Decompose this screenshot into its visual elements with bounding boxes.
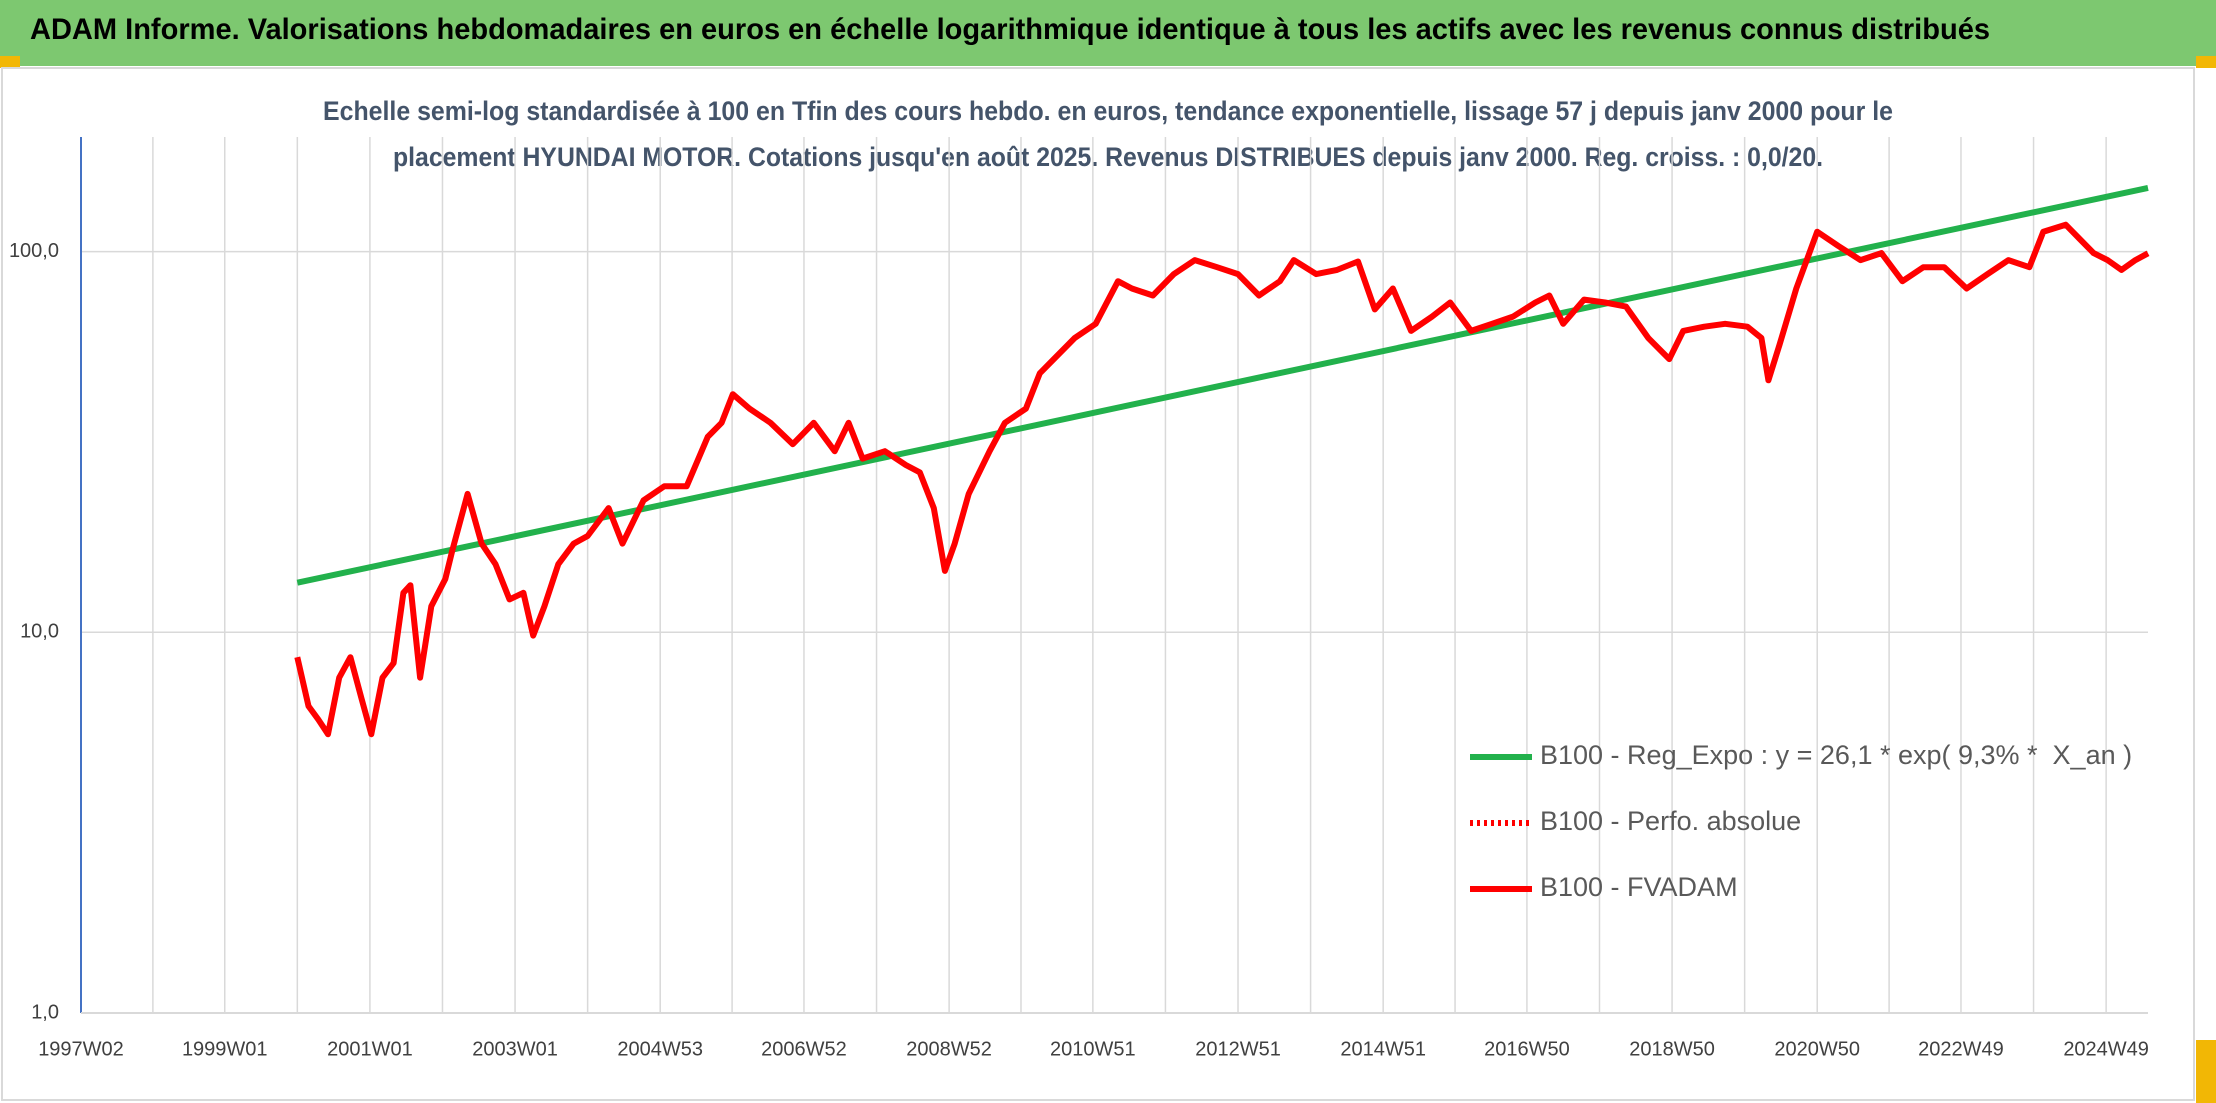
- x-tick-label: 2016W50: [1484, 1038, 1570, 1060]
- chart-title: ADAM Informe. Valorisations hebdomadaire…: [30, 13, 1990, 46]
- x-tick-label: 1997W02: [38, 1038, 124, 1060]
- corner-mark: [2196, 1040, 2216, 1103]
- x-tick-label: 1999W01: [182, 1038, 268, 1060]
- series-line: [294, 221, 2150, 738]
- x-tick-label: 2003W01: [472, 1038, 558, 1060]
- x-tick-label: 2006W52: [761, 1038, 847, 1060]
- series-line: [296, 184, 2149, 586]
- x-tick-label: 2008W52: [906, 1038, 992, 1060]
- chart-subtitle: placement HYUNDAI MOTOR. Cotations jusqu…: [393, 142, 1823, 172]
- chart-frame: [1, 67, 2195, 1101]
- chart-subtitle: Echelle semi-log standardisée à 100 en T…: [323, 96, 1893, 126]
- x-tick-label: 2020W50: [1774, 1038, 1860, 1060]
- x-tick-label: 2022W49: [1918, 1038, 2004, 1060]
- corner-mark: [0, 56, 20, 68]
- x-tick-label: 2001W01: [327, 1038, 413, 1060]
- legend-label: B100 - Perfo. absolue: [1540, 806, 1801, 836]
- x-tick-label: 2014W51: [1340, 1038, 1426, 1060]
- y-tick-label: 1,0: [31, 1001, 59, 1023]
- legend-label: B100 - Reg_Expo : y = 26,1 * exp( 9,3% *…: [1540, 740, 2132, 770]
- corner-mark: [2196, 56, 2216, 68]
- legend-label: B100 - FVADAM: [1540, 872, 1738, 902]
- x-tick-label: 2004W53: [617, 1038, 703, 1060]
- y-tick-label: 10,0: [20, 621, 59, 643]
- x-tick-label: 2012W51: [1195, 1038, 1281, 1060]
- header-bar: [0, 0, 2216, 66]
- x-tick-label: 2010W51: [1050, 1038, 1136, 1060]
- y-tick-label: 100,0: [9, 240, 59, 262]
- x-tick-label: 2018W50: [1629, 1038, 1715, 1060]
- x-tick-label: 2024W49: [2063, 1038, 2149, 1060]
